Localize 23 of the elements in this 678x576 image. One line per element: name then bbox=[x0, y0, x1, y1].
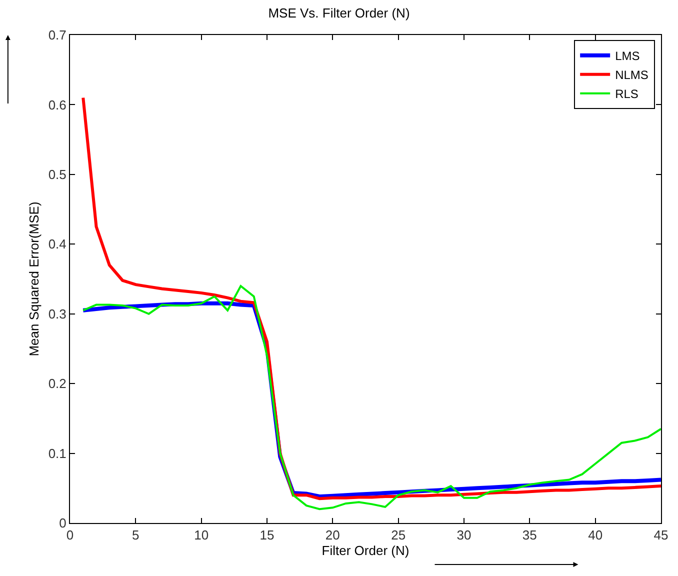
x-tick-label: 15 bbox=[260, 528, 274, 543]
y-tick-label: 0.3 bbox=[48, 306, 66, 322]
x-tick-label: 45 bbox=[654, 528, 668, 543]
y-tick-label: 0.1 bbox=[48, 446, 66, 461]
x-tick-label: 40 bbox=[588, 528, 603, 543]
y-tick-label: 0 bbox=[59, 516, 66, 531]
y-tick-label: 0.4 bbox=[48, 236, 66, 252]
x-tick-label: 5 bbox=[132, 528, 140, 543]
legend-label: LMS bbox=[615, 49, 640, 64]
y-tick-label: 0.6 bbox=[48, 97, 66, 112]
x-axis-title: Filter Order (N) bbox=[322, 543, 410, 558]
chart-title: MSE Vs. Filter Order (N) bbox=[268, 6, 410, 21]
x-tick-label: 30 bbox=[456, 528, 472, 543]
legend-label: NLMS bbox=[615, 68, 648, 82]
y-tick-label: 0.7 bbox=[48, 28, 66, 43]
legend-label: RLS bbox=[615, 87, 638, 102]
x-tick-label: 25 bbox=[391, 528, 406, 543]
y-tick-label: 0.2 bbox=[48, 376, 66, 392]
y-axis-title: Mean Squared Error(MSE) bbox=[26, 202, 42, 356]
x-tick-label: 20 bbox=[325, 528, 340, 543]
x-tick-label: 10 bbox=[194, 528, 209, 543]
y-tick-label: 0.5 bbox=[48, 166, 66, 182]
x-tick-label: 35 bbox=[522, 528, 537, 543]
